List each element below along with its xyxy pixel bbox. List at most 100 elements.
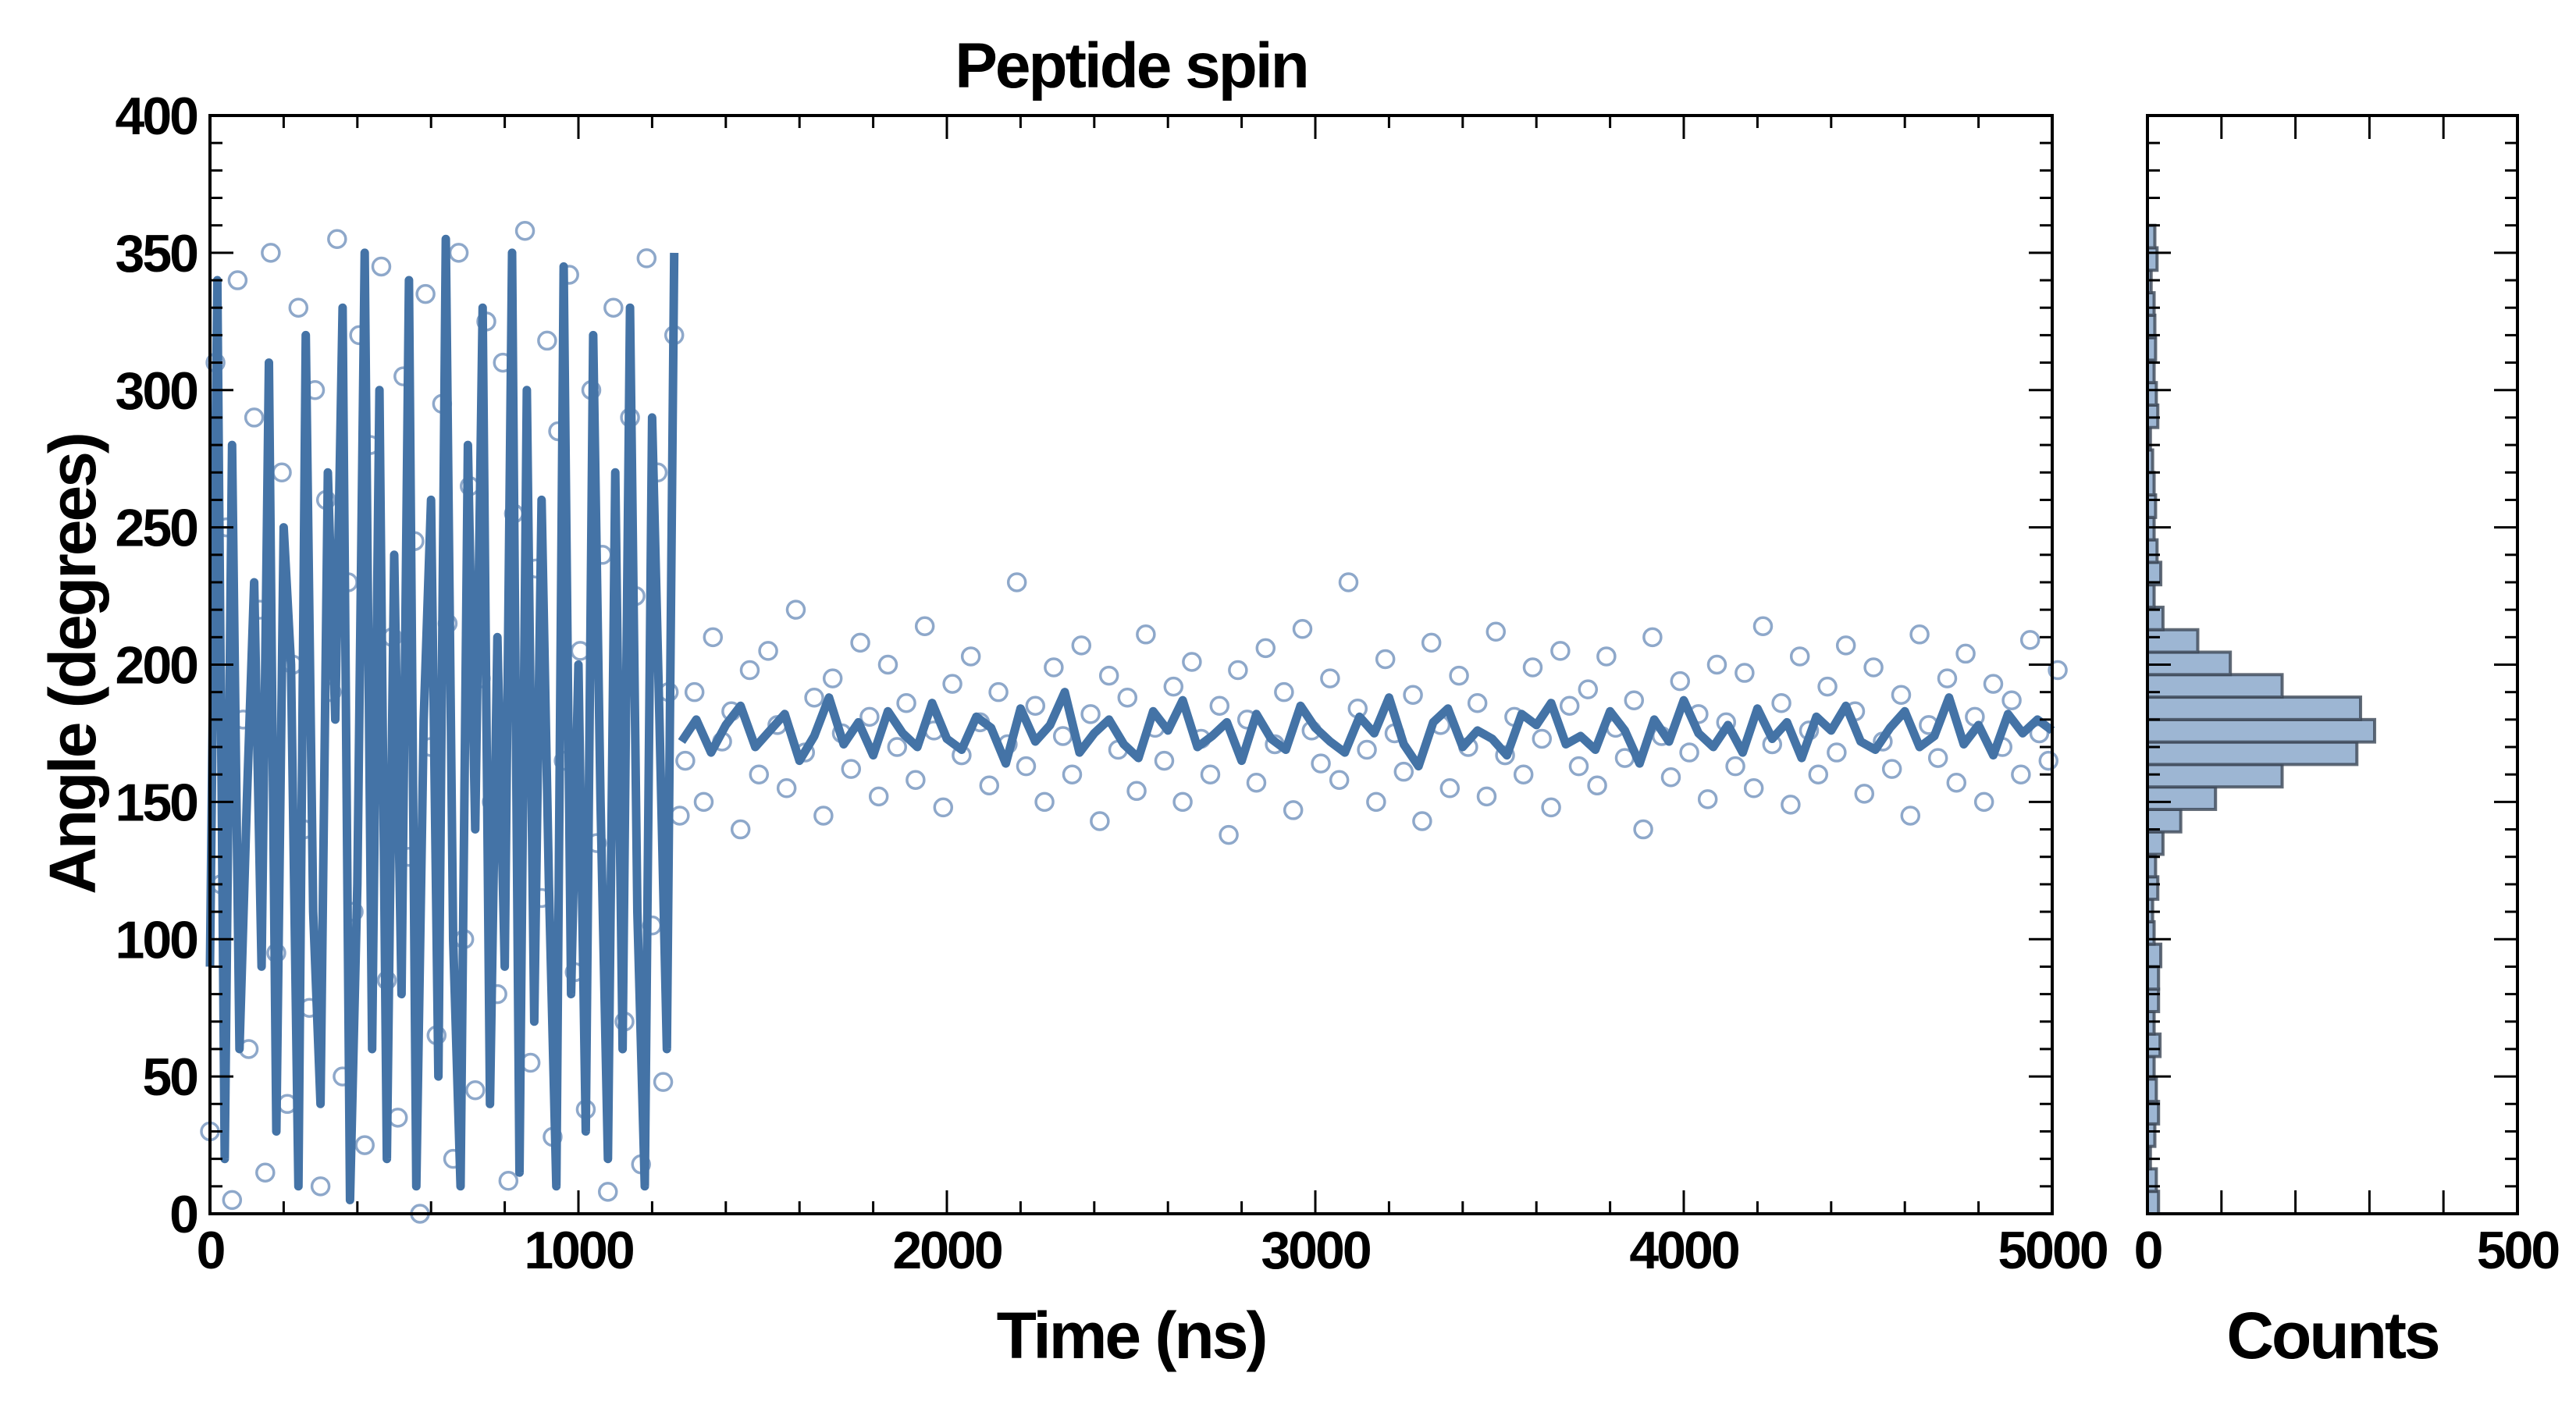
scatter-point [1771,692,1791,713]
histogram-bar [2146,785,2218,811]
scatter-point [1255,638,1276,659]
scatter-point [1412,811,1432,831]
histogram-bar [2146,650,2233,677]
scatter-point [877,654,898,675]
scatter-point [988,681,1009,702]
scatter-point [1163,676,1184,697]
scatter-point [1439,778,1461,799]
scatter-point [1117,687,1138,708]
scatter-point [1642,627,1663,648]
scatter-point [1927,748,1948,768]
scatter-point [1403,685,1423,705]
scatter-point [1863,657,1884,678]
scatter-point [749,764,770,784]
scatter-point [2038,750,2059,771]
y-tick-label: 200 [116,636,198,695]
scatter-point [598,1182,618,1202]
scatter-point [1550,641,1571,661]
scatter-point [261,243,281,263]
scatter-point [371,256,392,277]
scatter-point [1495,745,1515,766]
scatter-point [1881,759,1902,779]
scatter-point [1071,635,1092,656]
scatter-point [758,641,778,661]
scatter-point [1357,739,1377,760]
scatter-point [1789,646,1810,667]
scatter-point [1891,685,1912,705]
scatter-point [1062,764,1083,784]
scatter-point [514,220,535,241]
hist-x-tick-label: 0 [2134,1221,2162,1280]
hist-x-tick-labels: 0 500 [2134,1221,2562,1280]
scatter-point [1052,726,1073,746]
scatter-point [1587,775,1607,796]
scatter-point [1541,797,1561,818]
line-series-segment [205,234,679,1204]
time-series-plot: Peptide spin Time (ns) Angle (degrees) 0… [36,30,2110,1372]
scatter-point [387,1108,408,1128]
histogram-bar [2146,717,2377,744]
scatter-point [703,627,724,648]
scatter-point [1513,764,1534,784]
scatter-point [1532,728,1553,749]
histogram-bar [2146,987,2161,1013]
y-tick-label: 100 [116,910,198,969]
scatter-point [1025,695,1046,717]
y-tick-labels: 0 50 100 150 200 250 300 350 400 [116,87,201,1244]
scatter-point [933,797,954,818]
scatter-point [1624,690,1645,710]
scatter-point [1909,624,1930,645]
scatter-point [979,775,1000,796]
scatter-point [942,674,962,694]
scatter-point [1246,773,1267,793]
scatter-point [1725,756,1745,777]
x-tick-label: 4000 [1629,1221,1738,1280]
scatter-point [288,297,309,318]
scatter-point [1578,679,1599,699]
scatter-point [1209,695,1230,717]
scatter-point [813,806,834,826]
scatter-point [448,243,469,263]
scatter-point [255,1162,276,1183]
scatter-point [804,687,824,708]
main-axes-frame [208,114,2054,1215]
scatter-point [1311,753,1331,774]
y-tick-label: 300 [116,361,198,421]
scatter-point [1559,695,1580,717]
histogram-bar [2146,1190,2161,1216]
hist-axes-frame [2146,114,2519,1215]
scatter-point [1973,791,1994,813]
scatter-point [222,1190,243,1211]
y-tick-label: 0 [169,1185,197,1244]
x-tick-label: 5000 [1998,1221,2107,1280]
x-tick-label: 2000 [892,1221,1002,1280]
scatter-point [465,1080,486,1101]
scatter-point [914,616,935,637]
scatter-point [1292,619,1313,639]
scatter-point [822,668,843,688]
scatter-point [1283,800,1304,820]
scatter-point [693,791,714,813]
scatter-point [1679,742,1699,763]
scatter-point [670,806,690,826]
histogram-bars [2146,223,2377,1216]
y-tick-label: 150 [116,773,198,832]
y-tick-label: 250 [116,499,198,558]
scatter-point [1016,756,1037,777]
scatter-point [1808,764,1829,784]
scatter-point [327,229,347,250]
scatter-point [1522,657,1543,678]
scatter-point [1937,668,1958,688]
scatter-point [1126,781,1147,802]
y-tick-label: 50 [142,1048,197,1107]
scatter-point [1098,665,1119,686]
scatter-point [1338,572,1359,592]
scatter-point [841,759,862,779]
scatter-point [850,632,870,653]
scatter-point [1485,621,1507,642]
scatter-point [1827,742,1847,763]
x-tick-label: 1000 [524,1221,633,1280]
scatter-point [785,599,806,620]
hist-x-axis-label: Counts [2226,1299,2439,1372]
